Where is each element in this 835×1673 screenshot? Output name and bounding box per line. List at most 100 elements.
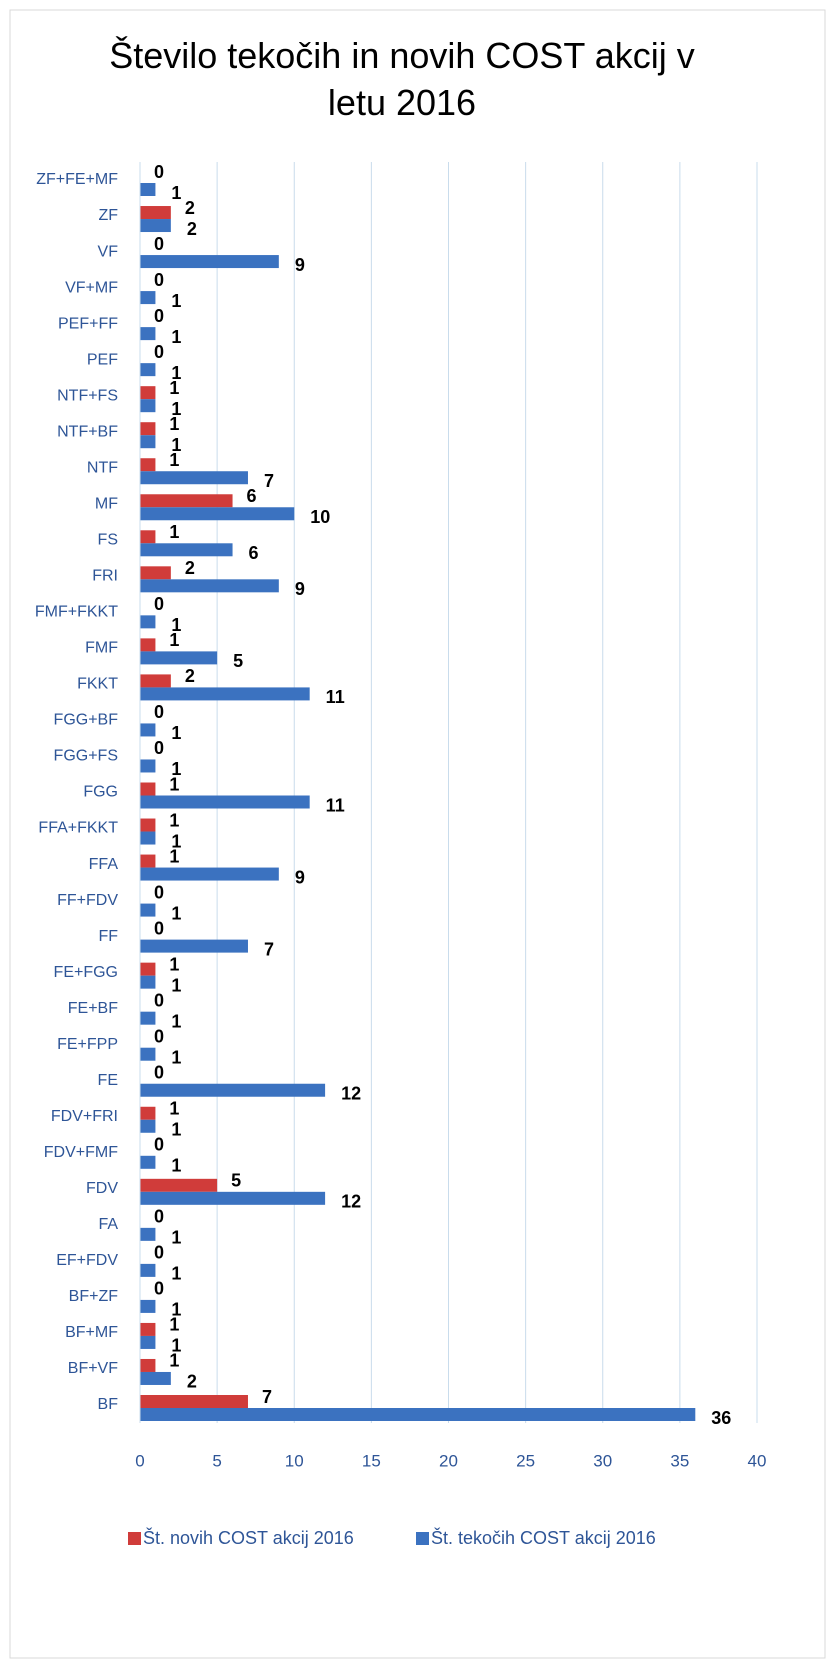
bar: [140, 327, 156, 341]
data-label: 0: [154, 738, 164, 758]
y-tick-label: FFA: [89, 856, 119, 873]
bar: [140, 962, 156, 976]
y-tick-label: FE+FPP: [57, 1036, 118, 1053]
y-tick-label: BF: [98, 1396, 119, 1413]
data-label: 1: [171, 1300, 181, 1320]
data-label: 5: [233, 651, 243, 671]
data-label: 1: [171, 183, 181, 203]
data-label: 1: [169, 378, 179, 398]
y-tick-label: VF+MF: [65, 279, 118, 296]
bar: [140, 363, 156, 377]
data-label: 0: [154, 1279, 164, 1299]
bar: [140, 795, 310, 809]
data-label: 1: [171, 759, 181, 779]
data-label: 36: [711, 1408, 731, 1428]
bar: [140, 422, 156, 436]
bar: [140, 1408, 696, 1421]
data-label: 1: [171, 1264, 181, 1284]
bar: [140, 566, 171, 580]
y-tick-label: PEF: [87, 351, 118, 368]
bar: [140, 674, 171, 688]
bar: [140, 1047, 156, 1061]
bar: [140, 615, 156, 629]
data-label: 1: [169, 630, 179, 650]
data-label: 12: [341, 1192, 361, 1212]
y-tick-label: NTF+BF: [57, 423, 118, 440]
y-tick-label: BF+VF: [68, 1360, 118, 1377]
y-tick-label: NTF+FS: [57, 387, 118, 404]
data-label: 1: [171, 723, 181, 743]
data-label: 0: [154, 918, 164, 938]
data-label: 2: [187, 219, 197, 239]
bar: [140, 435, 156, 449]
data-label: 1: [171, 1011, 181, 1031]
y-tick-label: FDV+FRI: [51, 1108, 118, 1125]
data-label: 2: [187, 1372, 197, 1392]
bar: [140, 1371, 171, 1385]
data-label: 0: [154, 594, 164, 614]
y-tick-label: FFA+FKKT: [38, 820, 118, 837]
y-tick-label: MF: [95, 495, 118, 512]
data-label: 1: [169, 450, 179, 470]
y-tick-label: FKKT: [77, 676, 118, 693]
y-tick-label: FDV+FMF: [44, 1144, 118, 1161]
y-tick-label: FF: [98, 928, 118, 945]
data-label: 1: [171, 1047, 181, 1067]
bar: [140, 1119, 156, 1133]
y-tick-label: ZF: [98, 207, 118, 224]
bar: [140, 759, 156, 773]
data-label: 0: [154, 990, 164, 1010]
bar: [140, 291, 156, 305]
x-tick-label: 25: [516, 1451, 535, 1470]
data-label: 1: [171, 1228, 181, 1248]
x-tick-label: 0: [135, 1451, 144, 1470]
bar: [140, 1335, 156, 1349]
bar: [140, 386, 156, 400]
y-tick-label: FA: [98, 1216, 118, 1233]
bar: [140, 1178, 218, 1192]
data-label: 1: [169, 774, 179, 794]
y-tick-label: BF+MF: [65, 1324, 118, 1341]
data-label: 9: [295, 579, 305, 599]
bar: [140, 543, 233, 557]
data-label: 10: [310, 507, 330, 527]
data-label: 11: [326, 687, 345, 707]
data-label: 1: [169, 846, 179, 866]
bar: [140, 1358, 156, 1372]
data-label: 0: [154, 306, 164, 326]
bar: [140, 1155, 156, 1169]
data-label: 7: [264, 939, 274, 959]
bar: [140, 975, 156, 989]
data-label: 1: [169, 954, 179, 974]
bar: [140, 638, 156, 652]
x-tick-label: 10: [285, 1451, 304, 1470]
data-label: 5: [231, 1171, 241, 1191]
y-tick-label: FRI: [92, 568, 118, 585]
data-label: 0: [154, 882, 164, 902]
chart-title: Število tekočih in novih COST akcij v let…: [109, 35, 695, 123]
bar: [140, 1227, 156, 1241]
data-label: 1: [169, 1099, 179, 1119]
legend-label: Št. tekočih COST akcij 2016: [431, 1527, 656, 1548]
y-tick-label: FMF: [85, 640, 118, 657]
data-label: 1: [171, 975, 181, 995]
x-tick-label: 5: [212, 1451, 221, 1470]
data-label: 2: [185, 198, 195, 218]
data-label: 0: [154, 1207, 164, 1227]
y-tick-label: FS: [98, 532, 118, 549]
data-label: 1: [171, 1120, 181, 1140]
bar: [140, 458, 156, 472]
bar: [140, 183, 156, 196]
y-tick-label: FE+BF: [68, 1000, 118, 1017]
data-label: 1: [171, 399, 181, 419]
bar: [140, 579, 279, 593]
bar: [140, 206, 171, 220]
x-tick-label: 35: [670, 1451, 689, 1470]
y-tick-label: PEF+FF: [58, 315, 118, 332]
data-label: 9: [295, 867, 305, 887]
bar: [140, 507, 295, 521]
data-label: 1: [169, 810, 179, 830]
legend-swatch: [128, 1532, 141, 1545]
y-tick-label: FGG+FS: [54, 748, 118, 765]
